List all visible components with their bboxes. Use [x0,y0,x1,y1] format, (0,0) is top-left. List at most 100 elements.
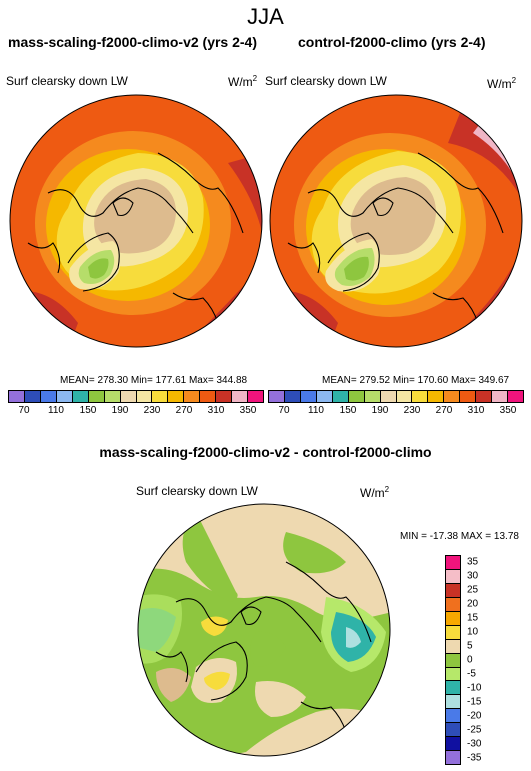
colorbar-tick-label: 150 [79,405,97,416]
panel-1-subtitle: Surf clearsky down LW [6,74,128,88]
diff-colorbar-ticks: 35 30 25 20 15 10 5 0 -5 -10 -15 -20 -25 -30 -35 [467,555,507,765]
colorbar-swatch [316,391,333,402]
colorbar-swatch [492,391,509,402]
colorbar-swatch [428,391,445,402]
panel-2-units: W/m2 [487,76,517,91]
colorbar-swatch [40,391,57,402]
colorbar-swatch [380,391,397,402]
colorbar-swatch [460,391,477,402]
colorbar-tick-label: -25 [467,724,482,736]
season-title: JJA [247,4,284,29]
colorbar-swatch [152,391,169,402]
colorbar-swatch [446,709,460,724]
colorbar-tick-label: 150 [339,405,357,416]
colorbar-tick-label: 190 [111,405,129,416]
panel-2-stats: MEAN= 279.52 Min= 170.60 Max= 349.67 [322,375,510,386]
panel-2-map [269,94,523,348]
panel-1-units: W/m2 [228,74,258,89]
colorbar-swatch [446,569,460,584]
colorbar-tick-label: -5 [467,668,476,680]
colorbar-swatch [446,723,460,738]
colorbar-tick-label: -10 [467,682,482,694]
colorbar-tick-label: 70 [18,405,30,416]
panel-2-colorbar [268,390,524,403]
colorbar-swatch [104,391,121,402]
colorbar-tick-label: 110 [48,405,64,416]
colorbar-swatch [200,391,217,402]
colorbar-swatch [412,391,429,402]
colorbar-tick-label: -35 [467,752,482,764]
colorbar-swatch [348,391,365,402]
colorbar-tick-label: -30 [467,738,482,750]
diff-map [137,503,391,757]
panel-2-colorbar-ticks: 70 110 150 190 230 270 310 350 [268,405,524,419]
colorbar-swatch [476,391,493,402]
colorbar-tick-label: -20 [467,710,482,722]
colorbar-tick-label: 350 [499,405,517,416]
colorbar-swatch [332,391,349,402]
colorbar-tick-label: 20 [467,598,479,610]
panel-1-map [9,94,263,348]
diff-colorbar [445,555,461,765]
colorbar-tick-label: 70 [278,405,290,416]
panel-1-colorbar-ticks: 70 110 150 190 230 270 310 350 [8,405,264,419]
colorbar-swatch [120,391,137,402]
colorbar-tick-label: 30 [467,570,479,582]
colorbar-swatch [508,391,523,402]
colorbar-swatch [232,391,249,402]
colorbar-swatch [9,391,25,402]
colorbar-swatch [446,695,460,710]
colorbar-tick-label: 10 [467,626,479,638]
colorbar-tick-label: 35 [467,556,479,568]
colorbar-tick-label: 230 [403,405,421,416]
colorbar-swatch [24,391,41,402]
colorbar-tick-label: 110 [308,405,324,416]
colorbar-tick-label: 270 [435,405,453,416]
diff-title: mass-scaling-f2000-climo-v2 - control-f2… [99,444,432,460]
colorbar-tick-label: -15 [467,696,482,708]
colorbar-swatch [446,611,460,626]
colorbar-tick-label: 350 [239,405,257,416]
panel-1-stats: MEAN= 278.30 Min= 177.61 Max= 344.88 [60,375,248,386]
colorbar-swatch [446,681,460,696]
colorbar-swatch [446,737,460,752]
colorbar-swatch [88,391,105,402]
colorbar-tick-label: 25 [467,584,479,596]
colorbar-swatch [216,391,233,402]
colorbar-swatch [446,597,460,612]
panel-2-title: control-f2000-climo (yrs 2-4) [298,34,486,50]
panel-2-subtitle: Surf clearsky down LW [265,74,387,88]
colorbar-swatch [446,653,460,668]
colorbar-tick-label: 0 [467,654,473,666]
colorbar-swatch [300,391,317,402]
diff-minmax: MIN = -17.38 MAX = 13.78 [400,531,519,542]
colorbar-swatch [168,391,185,402]
colorbar-tick-label: 190 [371,405,389,416]
colorbar-swatch [446,751,460,765]
colorbar-swatch [248,391,263,402]
colorbar-tick-label: 15 [467,612,479,624]
colorbar-swatch [446,583,460,598]
panel-1-colorbar [8,390,264,403]
colorbar-tick-label: 230 [143,405,161,416]
colorbar-swatch [446,625,460,640]
colorbar-tick-label: 270 [175,405,193,416]
diff-subtitle: Surf clearsky down LW [136,484,258,498]
colorbar-swatch [364,391,381,402]
colorbar-swatch [284,391,301,402]
colorbar-swatch [396,391,413,402]
colorbar-tick-label: 5 [467,640,473,652]
colorbar-swatch [184,391,201,402]
colorbar-tick-label: 310 [467,405,485,416]
colorbar-tick-label: 310 [207,405,225,416]
colorbar-swatch [444,391,461,402]
panel-1-title: mass-scaling-f2000-climo-v2 (yrs 2-4) [8,34,257,50]
colorbar-swatch [136,391,153,402]
colorbar-swatch [446,667,460,682]
colorbar-swatch [56,391,73,402]
colorbar-swatch [72,391,89,402]
diff-units: W/m2 [360,485,390,500]
colorbar-swatch [446,639,460,654]
colorbar-swatch [446,556,460,570]
colorbar-swatch [269,391,285,402]
